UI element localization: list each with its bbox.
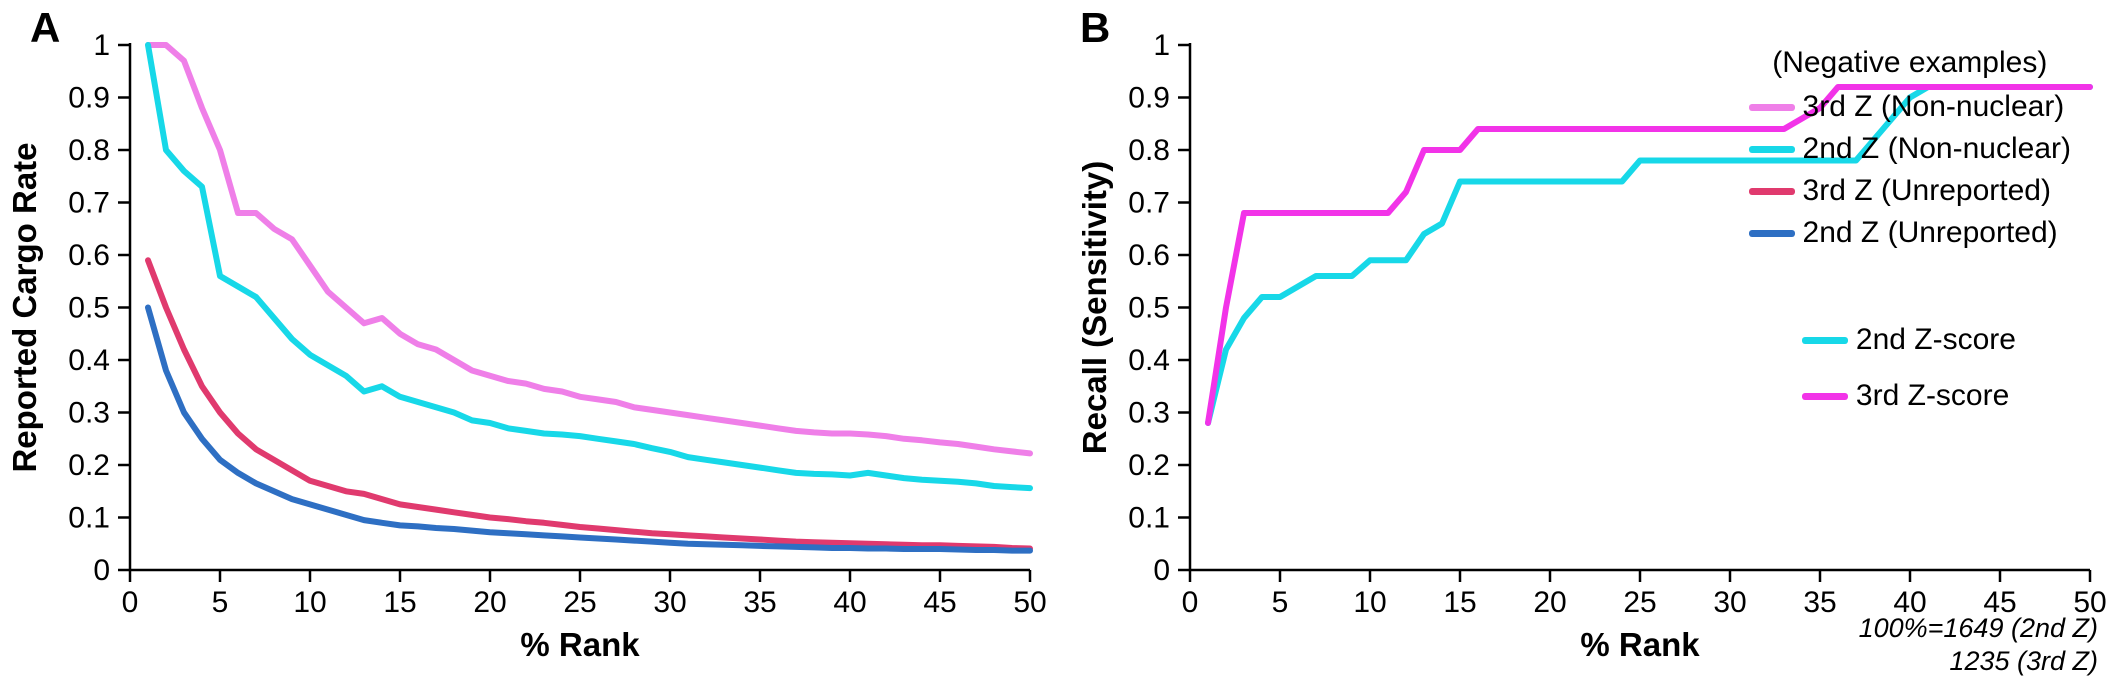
series-line	[145, 42, 1033, 457]
panel-a-legend: (Negative examples) 3rd Z (Non-nuclear) 2…	[1748, 46, 2071, 254]
svg-text:30: 30	[1713, 586, 1746, 619]
legend-label: 3rd Z-score	[1855, 379, 2010, 412]
svg-text:0.1: 0.1	[68, 502, 110, 535]
legend-item: 2nd Z-score	[1801, 312, 2016, 368]
svg-text:25: 25	[1623, 586, 1656, 619]
legend-item: 3rd Z (Non-nuclear)	[1748, 86, 2071, 128]
svg-text:45: 45	[923, 586, 956, 619]
legend-item: 3rd Z-score	[1801, 368, 2016, 424]
svg-text:0: 0	[93, 554, 110, 587]
legend-label: 2nd Z (Unreported)	[1802, 216, 2058, 249]
svg-text:10: 10	[1353, 586, 1386, 619]
svg-text:0.2: 0.2	[68, 449, 110, 482]
svg-text:0.4: 0.4	[1128, 344, 1170, 377]
legend-swatch	[1801, 336, 1848, 344]
legend-swatch	[1748, 145, 1795, 153]
legend-label: 3rd Z (Non-nuclear)	[1802, 90, 2065, 123]
svg-text:0: 0	[122, 586, 139, 619]
legend-label: 2nd Z-score	[1855, 323, 2016, 356]
svg-text:1: 1	[1153, 29, 1170, 62]
svg-text:0.1: 0.1	[1128, 502, 1170, 535]
legend-item: 2nd Z (Non-nuclear)	[1748, 128, 2071, 170]
svg-text:5: 5	[1272, 586, 1289, 619]
svg-text:10: 10	[293, 586, 326, 619]
svg-text:40: 40	[833, 586, 866, 619]
svg-text:0.5: 0.5	[1128, 292, 1170, 325]
svg-text:50: 50	[2073, 586, 2106, 619]
footnote-line-2: 1235 (3rd Z)	[1949, 646, 2098, 676]
x-axis-label: % Rank	[1580, 626, 1700, 663]
svg-text:20: 20	[1533, 586, 1566, 619]
footnote-line-1: 100%=1649 (2nd Z)	[1858, 613, 2098, 643]
panel-a-chart: 0 5 10 15 20 25 30 35 40 45 50 0 0.1 0.2 0.3 0.4 0.5 0.6 0…	[6, 29, 1047, 663]
svg-text:0.3: 0.3	[68, 397, 110, 430]
svg-text:1: 1	[93, 29, 110, 62]
svg-text:0.8: 0.8	[1128, 134, 1170, 167]
svg-text:40: 40	[1893, 586, 1926, 619]
svg-text:0.7: 0.7	[68, 187, 110, 220]
svg-text:30: 30	[653, 586, 686, 619]
svg-text:0.9: 0.9	[68, 82, 110, 115]
legend-items: 3rd Z (Non-nuclear) 2nd Z (Non-nuclear) 3r…	[1748, 86, 2071, 254]
panel-a-label: A	[30, 4, 61, 51]
legend-label: 2nd Z (Non-nuclear)	[1802, 132, 2071, 165]
svg-text:0.7: 0.7	[1128, 187, 1170, 220]
legend-swatch	[1748, 187, 1795, 195]
legend-swatch	[1748, 229, 1795, 237]
svg-text:35: 35	[743, 586, 776, 619]
svg-text:20: 20	[473, 586, 506, 619]
series-line	[145, 257, 1033, 552]
series-line	[145, 42, 1033, 492]
svg-text:25: 25	[563, 586, 596, 619]
svg-text:0.2: 0.2	[1128, 449, 1170, 482]
y-axis-label: Reported Cargo Rate	[6, 142, 43, 472]
svg-text:0.9: 0.9	[1128, 82, 1170, 115]
panel-b-label: B	[1080, 4, 1111, 51]
svg-text:5: 5	[212, 586, 229, 619]
panel-b-chart: 0 5 10 15 20 25 30 35 40 45 50 0 0.1 0.2 0.3 0.4 0.5 0.6 0…	[1076, 29, 2107, 663]
legend-item: 3rd Z (Unreported)	[1748, 170, 2071, 212]
panel-a-footnote: 100%=1649 (2nd Z) 1235 (3rd Z)	[1859, 612, 2098, 678]
svg-text:0.3: 0.3	[1128, 397, 1170, 430]
svg-text:45: 45	[1983, 586, 2016, 619]
legend-items: 2nd Z-score 3rd Z-score	[1801, 312, 2016, 424]
series-line	[1205, 84, 2093, 426]
svg-text:0.8: 0.8	[68, 134, 110, 167]
svg-text:0: 0	[1182, 586, 1199, 619]
legend-label: 3rd Z (Unreported)	[1802, 174, 2051, 207]
legend-swatch	[1748, 103, 1795, 111]
series-line	[145, 304, 1033, 554]
svg-text:15: 15	[1443, 586, 1476, 619]
legend-title: (Negative examples)	[1772, 46, 2048, 79]
svg-text:50: 50	[1013, 586, 1046, 619]
legend-item: 2nd Z (Unreported)	[1748, 212, 2071, 254]
svg-text:0.5: 0.5	[68, 292, 110, 325]
y-axis-label: Recall (Sensitivity)	[1076, 161, 1113, 454]
svg-text:0: 0	[1153, 554, 1170, 587]
svg-text:0.6: 0.6	[68, 239, 110, 272]
svg-text:15: 15	[383, 586, 416, 619]
svg-text:35: 35	[1803, 586, 1836, 619]
svg-text:0.4: 0.4	[68, 344, 110, 377]
svg-text:0.6: 0.6	[1128, 239, 1170, 272]
legend-swatch	[1801, 392, 1848, 400]
panel-b-legend: 2nd Z-score 3rd Z-score	[1801, 312, 2016, 424]
x-axis-label: % Rank	[520, 626, 640, 663]
